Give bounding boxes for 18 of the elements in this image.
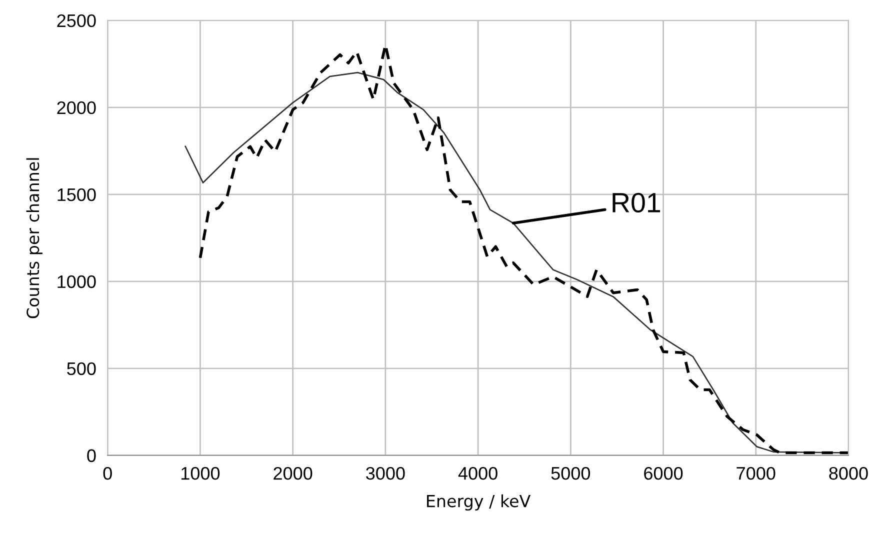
- x-tick-label: 4000: [458, 466, 498, 480]
- x-tick-label: 8000: [829, 466, 868, 480]
- annotation: R01: [612, 192, 660, 213]
- x-tick-label: 7000: [736, 466, 776, 480]
- x-tick-label: 0: [103, 466, 112, 480]
- y-tick-label: 2000: [57, 101, 96, 114]
- y-tick-label: 0: [87, 449, 96, 462]
- y-tick-label: 1500: [58, 188, 96, 202]
- x-tick-label: 3000: [366, 466, 405, 480]
- y-axis-title: Counts per channel: [26, 158, 42, 318]
- x-tick-label: 2000: [274, 466, 312, 480]
- x-tick-label: 1000: [182, 466, 220, 480]
- x-tick-label: 5000: [551, 466, 590, 480]
- y-tick-label: 2500: [57, 14, 96, 28]
- y-tick-label: 1000: [58, 275, 96, 288]
- y-tick-label: 500: [67, 362, 96, 376]
- x-tick-label: 6000: [644, 466, 683, 480]
- x-axis-title: Energy / keV: [427, 494, 531, 511]
